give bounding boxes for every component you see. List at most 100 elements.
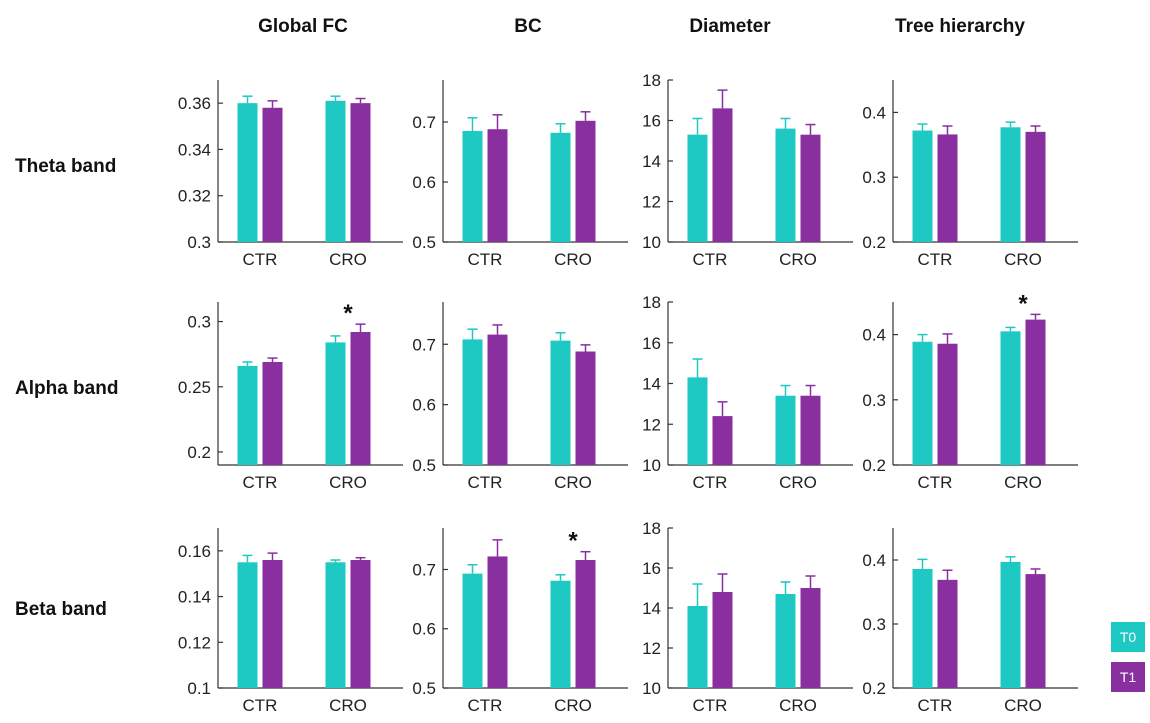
y-tick-label: 0.7: [412, 113, 436, 132]
panel-alpha-band-tree-hierarchy: 0.2 0.3 0.4 CTR CRO *: [862, 290, 1078, 492]
y-tick-label: 0.4: [862, 551, 886, 570]
category-label-cro: CRO: [329, 250, 367, 269]
bar-ctr-t1: [262, 560, 283, 688]
bar-ctr-t1: [937, 343, 958, 465]
bar-ctr-t1: [487, 129, 508, 242]
bar-ctr-t1: [262, 361, 283, 465]
bar-cro-t1: [1025, 319, 1046, 465]
bar-cro-t0: [325, 342, 346, 465]
category-label-cro: CRO: [329, 696, 367, 715]
column-title-diameter: Diameter: [689, 16, 771, 37]
y-tick-label: 0.34: [178, 140, 211, 159]
category-label-ctr: CTR: [243, 473, 278, 492]
y-tick-label: 10: [642, 233, 661, 252]
y-tick-label: 0.2: [187, 443, 211, 462]
bar-cro-t0: [550, 580, 571, 688]
bar-cro-t1: [350, 331, 371, 465]
y-tick-label: 0.3: [187, 233, 211, 252]
bar-cro-t1: [800, 588, 821, 688]
significance-star: *: [1018, 290, 1028, 317]
panel-theta-band-diameter: 10 12 14 16 18 CTR CRO: [642, 71, 853, 269]
bar-cro-t1: [800, 395, 821, 465]
bar-ctr-t0: [237, 103, 258, 243]
y-tick-label: 0.7: [412, 560, 436, 579]
bar-ctr-t0: [687, 606, 708, 688]
y-tick-label: 16: [642, 112, 661, 131]
y-tick-label: 0.4: [862, 326, 886, 345]
bar-ctr-t1: [487, 556, 508, 688]
panel-beta-band-global-fc: 0.1 0.12 0.14 0.16 CTR CRO: [178, 528, 403, 715]
bar-cro-t0: [550, 132, 571, 242]
column-title-tree-hierarchy: Tree hierarchy: [895, 16, 1025, 37]
column-title-global-fc: Global FC: [258, 16, 348, 37]
bar-ctr-t1: [712, 108, 733, 242]
bar-cro-t0: [775, 128, 796, 242]
category-label-cro: CRO: [779, 473, 817, 492]
y-tick-label: 12: [642, 639, 661, 658]
bar-cro-t1: [575, 351, 596, 465]
bar-cro-t1: [575, 560, 596, 688]
bar-ctr-t0: [462, 573, 483, 688]
y-tick-label: 14: [642, 152, 661, 171]
bar-cro-t1: [350, 560, 371, 688]
y-tick-label: 0.12: [178, 633, 211, 652]
y-tick-label: 0.3: [187, 313, 211, 332]
bar-ctr-t0: [912, 130, 933, 242]
y-tick-label: 16: [642, 559, 661, 578]
bar-cro-t0: [1000, 561, 1021, 688]
panel-alpha-band-global-fc: 0.2 0.25 0.3 CTR CRO *: [178, 300, 403, 492]
row-label-theta-band: Theta band: [15, 156, 116, 177]
bar-ctr-t1: [487, 334, 508, 465]
category-label-cro: CRO: [329, 473, 367, 492]
bar-ctr-t1: [712, 592, 733, 688]
bar-cro-t1: [800, 134, 821, 242]
y-tick-label: 18: [642, 71, 661, 90]
y-tick-label: 10: [642, 679, 661, 698]
category-label-ctr: CTR: [693, 473, 728, 492]
y-tick-label: 18: [642, 519, 661, 538]
bar-cro-t0: [775, 594, 796, 688]
y-tick-label: 0.36: [178, 94, 211, 113]
panel-theta-band-global-fc: 0.3 0.32 0.34 0.36 CTR CRO: [178, 80, 403, 269]
row-label-alpha-band: Alpha band: [15, 378, 118, 399]
panel-alpha-band-diameter: 10 12 14 16 18 CTR CRO: [642, 293, 853, 492]
y-tick-label: 0.14: [178, 588, 211, 607]
bar-cro-t1: [575, 120, 596, 242]
row-label-beta-band: Beta band: [15, 599, 107, 620]
y-tick-label: 0.5: [412, 456, 436, 475]
significance-star: *: [343, 300, 353, 327]
legend-t0: T0: [1111, 622, 1145, 652]
bar-ctr-t0: [687, 377, 708, 465]
bar-ctr-t0: [462, 339, 483, 465]
bar-cro-t1: [1025, 574, 1046, 688]
category-label-cro: CRO: [1004, 696, 1042, 715]
category-label-ctr: CTR: [468, 473, 503, 492]
panel-theta-band-tree-hierarchy: 0.2 0.3 0.4 CTR CRO: [862, 80, 1078, 269]
bar-ctr-t0: [687, 134, 708, 242]
y-tick-label: 14: [642, 599, 661, 618]
category-label-ctr: CTR: [468, 696, 503, 715]
y-tick-label: 0.6: [412, 396, 436, 415]
y-tick-label: 0.6: [412, 173, 436, 192]
category-label-ctr: CTR: [243, 696, 278, 715]
y-tick-label: 18: [642, 293, 661, 312]
category-label-cro: CRO: [554, 696, 592, 715]
category-label-cro: CRO: [779, 696, 817, 715]
bar-cro-t0: [325, 100, 346, 242]
y-tick-label: 0.32: [178, 187, 211, 206]
bar-ctr-t1: [937, 579, 958, 688]
y-tick-label: 0.2: [862, 233, 886, 252]
category-label-ctr: CTR: [243, 250, 278, 269]
y-tick-label: 0.25: [178, 378, 211, 397]
y-tick-label: 12: [642, 193, 661, 212]
category-label-ctr: CTR: [918, 250, 953, 269]
bar-ctr-t1: [937, 134, 958, 242]
bar-cro-t1: [350, 103, 371, 243]
category-label-ctr: CTR: [693, 250, 728, 269]
bar-ctr-t0: [237, 365, 258, 465]
bar-cro-t1: [1025, 131, 1046, 242]
panel-beta-band-diameter: 10 12 14 16 18 CTR CRO: [642, 519, 853, 715]
category-label-ctr: CTR: [918, 696, 953, 715]
bar-cro-t0: [775, 395, 796, 465]
